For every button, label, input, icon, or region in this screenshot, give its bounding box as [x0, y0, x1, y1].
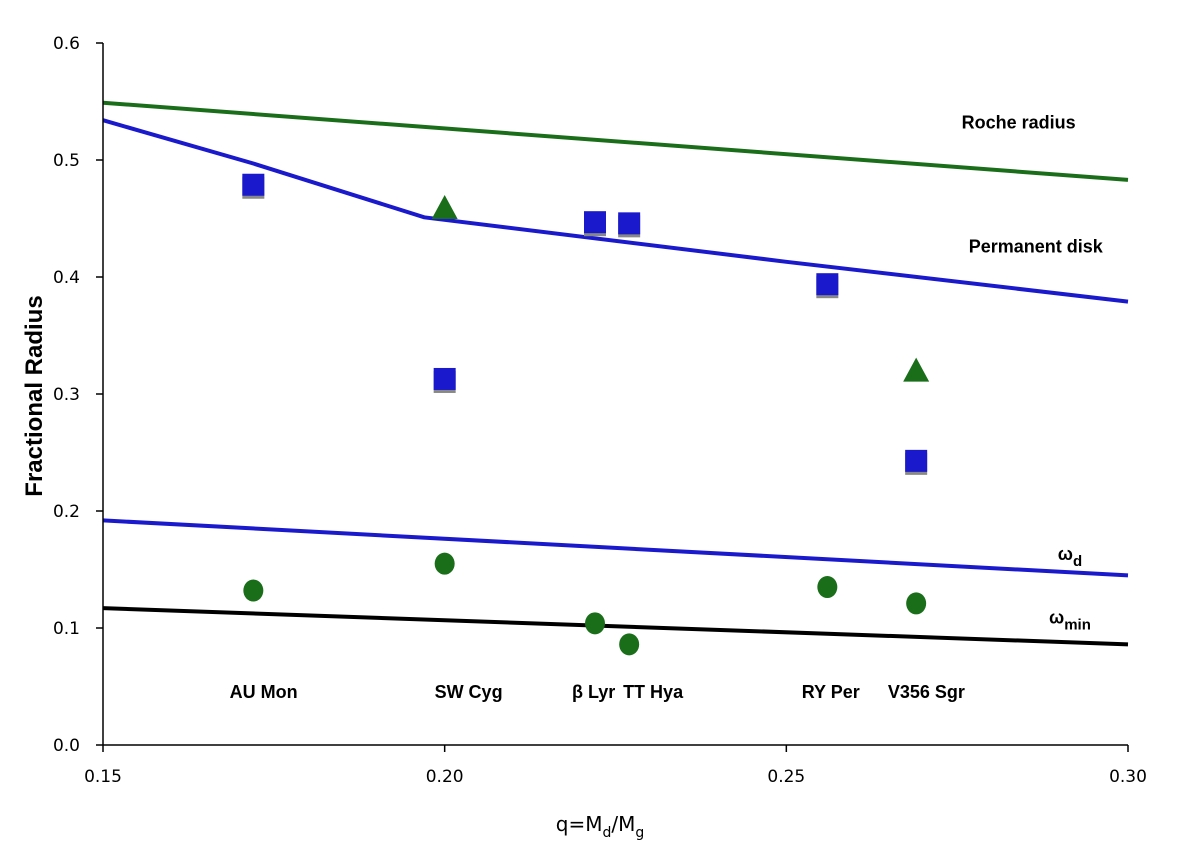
ticks-layer: 0.15 0.20 0.25 0.30 0.0 0.1 0.2 0.3 0.4 0.5 0.6 — [53, 34, 1147, 787]
y-tick-label: 0.5 — [53, 151, 80, 171]
star-name-label: AU Mon — [230, 682, 298, 702]
line-omega-d — [102, 518, 1129, 578]
square-marker — [584, 211, 606, 237]
star-name-label: β Lyr — [572, 682, 615, 702]
circle-marker — [434, 552, 455, 575]
omega-label-min: ωmin — [1049, 607, 1091, 633]
y-tick-label: 0.4 — [53, 268, 80, 288]
line-label: Roche radius — [962, 112, 1076, 132]
line-roche-radius — [102, 100, 1129, 182]
square-marker — [618, 212, 641, 238]
x-axis-title: q=Md/Mg — [556, 812, 645, 841]
x-tick-label: 0.20 — [426, 767, 464, 787]
y-tick-label: 0.6 — [53, 34, 80, 54]
x-tick-label: 0.30 — [1109, 767, 1147, 787]
y-tick-label: 0.1 — [53, 619, 80, 639]
triangle-marker — [431, 194, 458, 219]
text-layer: Fractional Radius q=Md/Mg Roche radius Pe… — [21, 112, 1104, 841]
circle-marker — [906, 592, 927, 615]
star-name-label: RY Per — [802, 682, 860, 702]
x-tick-label: 0.15 — [84, 767, 122, 787]
circle-marker — [817, 576, 838, 599]
circle-marker — [585, 612, 605, 635]
square-marker — [816, 273, 839, 299]
x-tick-label: 0.25 — [767, 767, 805, 787]
markers-layer — [242, 173, 930, 656]
y-tick-label: 0.3 — [53, 385, 80, 405]
line-label: Permanent disk — [969, 236, 1104, 256]
square-marker — [905, 449, 928, 475]
line-omega-min — [102, 606, 1129, 647]
star-name-label: SW Cyg — [435, 682, 503, 702]
lines-layer — [102, 100, 1129, 647]
circle-marker — [243, 579, 264, 602]
circle-marker — [619, 633, 640, 656]
y-tick-label: 0.0 — [53, 736, 80, 756]
omega-label-d: ωd — [1058, 544, 1082, 570]
star-name-label: TT Hya — [623, 682, 684, 702]
line-permanent-disk — [102, 118, 1129, 304]
y-tick-label: 0.2 — [53, 502, 80, 522]
y-axis-title: Fractional Radius — [21, 295, 48, 496]
star-name-label: V356 Sgr — [888, 682, 965, 702]
triangle-marker — [903, 357, 930, 382]
square-marker — [242, 173, 265, 199]
square-marker — [433, 367, 456, 393]
